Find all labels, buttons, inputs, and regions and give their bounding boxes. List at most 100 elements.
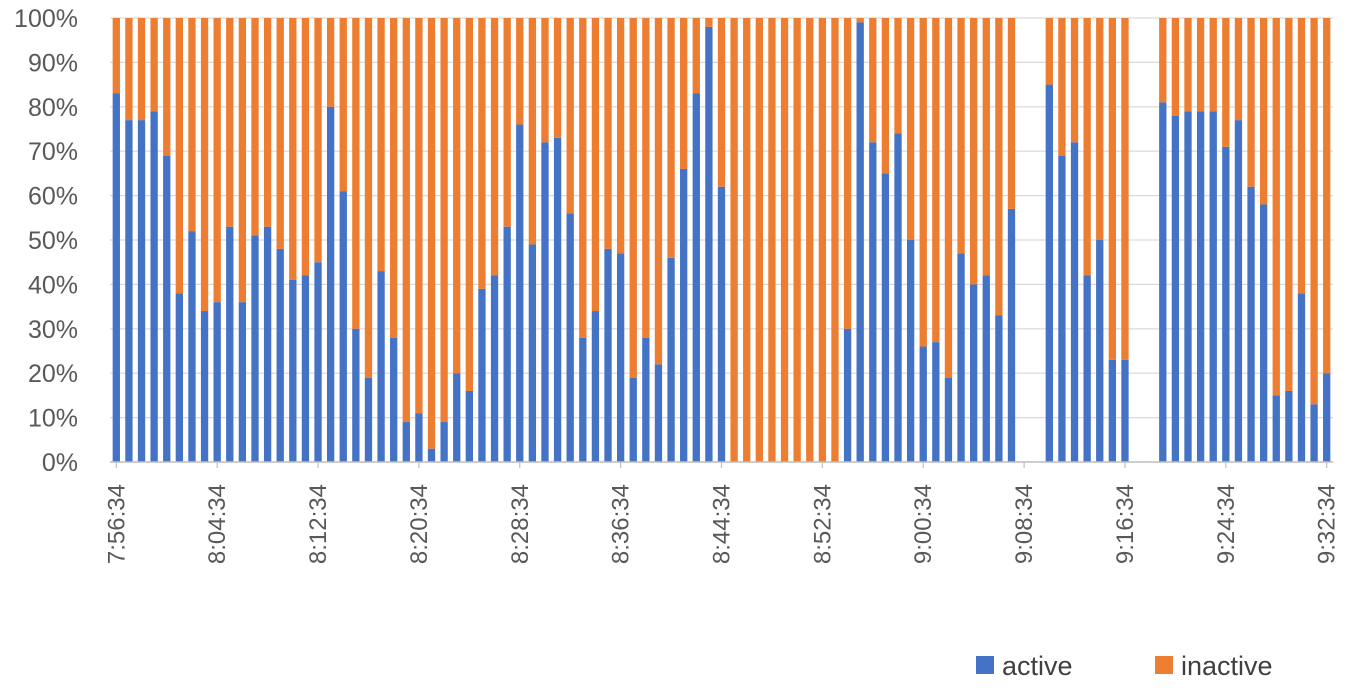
bar-inactive <box>289 18 297 280</box>
bar-active <box>226 226 234 462</box>
bar-inactive <box>579 18 587 338</box>
bar-inactive <box>1184 18 1192 112</box>
bar-inactive <box>856 18 864 23</box>
legend: active inactive <box>976 651 1273 681</box>
bar-inactive <box>932 18 940 343</box>
bar-active <box>1171 115 1180 463</box>
bar-inactive <box>1045 18 1053 85</box>
bar-inactive <box>1070 18 1079 143</box>
bar-active <box>591 311 600 462</box>
bar-inactive <box>390 18 398 338</box>
bar-active <box>238 302 247 462</box>
bar-inactive <box>503 18 511 227</box>
bar-active <box>881 173 890 462</box>
bar-inactive <box>1096 18 1104 240</box>
bar-inactive <box>1171 18 1180 116</box>
bar-active <box>503 226 511 462</box>
bar-inactive <box>692 18 700 94</box>
bar-inactive <box>364 18 373 378</box>
bar-inactive <box>1272 18 1280 396</box>
bar-inactive <box>402 18 410 423</box>
bar-active <box>478 288 486 462</box>
bar-inactive <box>188 18 196 232</box>
bar-active <box>251 235 259 462</box>
bar-active <box>692 93 700 462</box>
bar-active <box>352 328 360 462</box>
bar-active <box>175 293 184 462</box>
bar-active <box>1247 186 1255 462</box>
bar-active <box>263 226 272 462</box>
bar-active <box>1222 146 1230 462</box>
bar-active <box>125 120 133 463</box>
bar-active <box>957 253 965 462</box>
bar-active <box>1196 111 1205 463</box>
bar-active <box>364 377 373 462</box>
bar-active <box>894 133 902 462</box>
bar-inactive <box>642 18 650 338</box>
x-tick-label: 8:12:34 <box>305 484 332 564</box>
x-tick-label: 8:04:34 <box>204 484 231 564</box>
bar-active <box>717 186 726 462</box>
x-tick-label: 8:44:34 <box>709 484 736 564</box>
legend-swatch-inactive <box>1155 656 1173 674</box>
bar-active <box>579 337 587 462</box>
bar-inactive <box>150 18 158 112</box>
bar-inactive <box>1234 18 1243 121</box>
bar-inactive <box>528 18 537 245</box>
bar-active <box>1108 359 1117 462</box>
x-tick-label: 8:28:34 <box>507 484 534 564</box>
bar-inactive <box>717 18 726 187</box>
bar-active <box>1209 111 1217 463</box>
bar-inactive <box>314 18 322 263</box>
bar-inactive <box>1310 18 1318 405</box>
bar-inactive <box>869 18 877 143</box>
bar-inactive <box>112 18 120 94</box>
bar-inactive <box>238 18 247 303</box>
x-tick-label: 7:56:34 <box>103 484 130 564</box>
bar-active <box>541 142 549 462</box>
y-tick-label: 50% <box>28 227 78 255</box>
bar-active <box>377 271 385 462</box>
bar-active <box>213 302 221 462</box>
bar-inactive <box>326 18 335 107</box>
bar-inactive <box>780 18 789 462</box>
bar-active <box>490 275 499 462</box>
legend-swatch-active <box>976 656 994 674</box>
bar-active <box>427 448 436 462</box>
bar-inactive <box>818 18 827 462</box>
bar-active <box>654 364 663 462</box>
bar-inactive <box>843 18 852 329</box>
bar-active <box>616 253 625 462</box>
bar-inactive <box>730 18 738 462</box>
bar-active <box>301 275 310 462</box>
bar-active <box>339 191 347 462</box>
bar-inactive <box>465 18 473 391</box>
bar-inactive <box>415 18 423 414</box>
y-tick-label: 10% <box>28 405 78 433</box>
x-tick-label: 9:16:34 <box>1112 484 1139 564</box>
bar-active <box>856 22 864 462</box>
bar-inactive <box>516 18 524 125</box>
bar-inactive <box>377 18 385 272</box>
bar-active <box>906 240 915 462</box>
y-tick-label: 60% <box>28 183 78 211</box>
bar-active <box>188 231 196 462</box>
x-tick-label: 9:24:34 <box>1213 484 1240 564</box>
bar-inactive <box>1323 18 1331 374</box>
bar-active <box>415 413 423 462</box>
y-tick-label: 30% <box>28 316 78 344</box>
x-tick-label: 8:52:34 <box>809 484 836 564</box>
bar-active <box>465 390 473 462</box>
bar-inactive <box>667 18 675 258</box>
y-tick-label: 70% <box>28 138 78 166</box>
bar-active <box>944 377 953 462</box>
bar-active <box>528 244 537 462</box>
bar-inactive <box>175 18 184 294</box>
bar-inactive <box>339 18 347 192</box>
bar-active <box>667 257 675 462</box>
legend-label-inactive: inactive <box>1181 651 1273 681</box>
bar-inactive <box>906 18 915 240</box>
bar-active <box>150 111 158 463</box>
